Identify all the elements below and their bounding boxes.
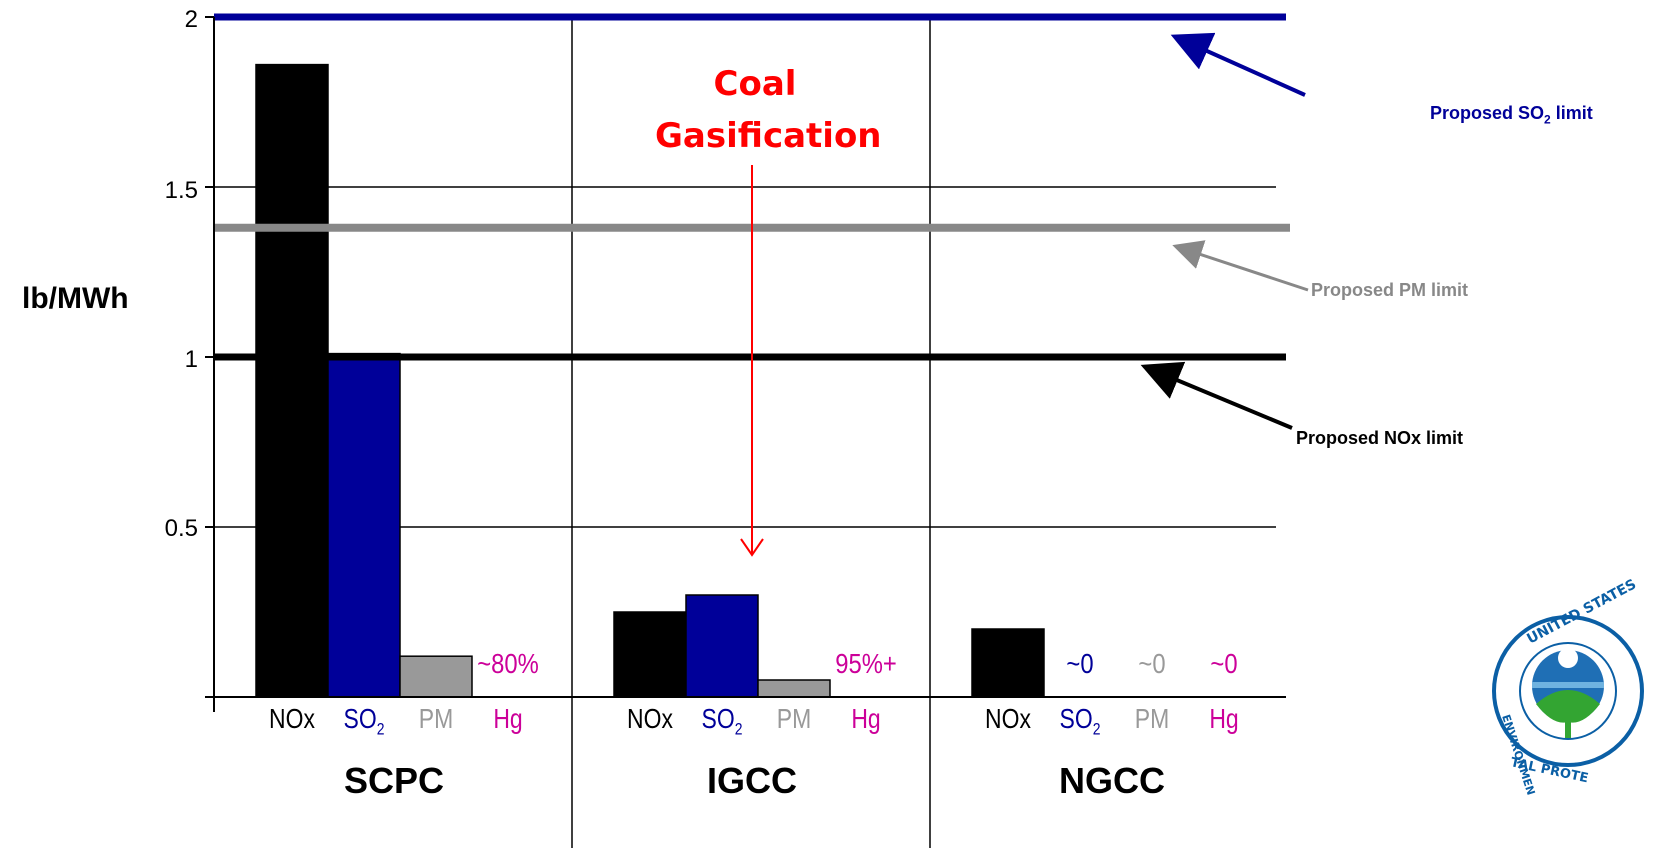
- bar-scpc-so2: [327, 352, 401, 698]
- category-label-scpc-pm: PM: [418, 703, 454, 734]
- group-label-scpc: SCPC: [343, 760, 445, 801]
- bar-igcc-nox: [613, 611, 687, 698]
- logo-sun: [1558, 648, 1578, 668]
- category-label-scpc-nox: NOx: [269, 703, 315, 734]
- bar-igcc-pm: [757, 679, 831, 698]
- nox-limit-arrow: [1140, 361, 1293, 430]
- bar-ngcc-nox: [971, 628, 1045, 698]
- y-axis-label: lb/MWh: [22, 282, 129, 315]
- y-tick-0.5: 0.5: [164, 515, 198, 542]
- bars: [255, 63, 1045, 698]
- y-tick-1: 1: [184, 346, 198, 373]
- coal-gasification-annotation: Coal Gasification: [655, 58, 882, 162]
- coal-label-line1: Coal: [713, 64, 797, 104]
- epa-logo: UNITED STATES TAL PROTE ENVIRONMEN: [1492, 576, 1644, 797]
- pm-limit-label: Proposed PM limit: [1311, 280, 1469, 300]
- axes: [205, 16, 1286, 712]
- y-tick-2: 2: [184, 6, 198, 33]
- category-label-ngcc-so2: SO2: [1059, 703, 1101, 739]
- category-label-ngcc-nox: NOx: [985, 703, 1031, 734]
- value-label-ngcc-so2: ~0: [1066, 648, 1094, 679]
- annotation-arrows: [740, 32, 1309, 557]
- group-label-igcc: IGCC: [707, 760, 797, 801]
- category-label-ngcc-hg: Hg: [1209, 703, 1239, 734]
- value-label-scpc-hg: ~80%: [477, 648, 539, 679]
- category-label-scpc-so2: SO2: [343, 703, 385, 739]
- category-label-igcc-nox: NOx: [627, 703, 673, 734]
- category-label-igcc-pm: PM: [776, 703, 812, 734]
- value-label-ngcc-pm: ~0: [1138, 648, 1166, 679]
- category-label-ngcc-pm: PM: [1134, 703, 1170, 734]
- category-label-igcc-hg: Hg: [851, 703, 881, 734]
- bar-scpc-pm: [399, 655, 473, 698]
- bar-igcc-so2: [685, 594, 759, 698]
- category-label-igcc-so2: SO2: [701, 703, 743, 739]
- so2-limit-label: Proposed SO2 limit: [1430, 103, 1593, 127]
- coal-gasification-arrowhead: [740, 538, 764, 557]
- value-label-igcc-hg: 95%+: [835, 648, 897, 679]
- group-label-ngcc: NGCC: [1059, 760, 1165, 801]
- nox-limit-label: Proposed NOx limit: [1296, 428, 1464, 448]
- category-label-scpc-hg: Hg: [493, 703, 523, 734]
- pm-limit-arrow: [1172, 240, 1309, 292]
- y-tick-1.5: 1.5: [164, 177, 198, 204]
- coal-label-line2: Gasification: [655, 116, 882, 156]
- so2-limit-arrow: [1170, 32, 1306, 97]
- value-label-ngcc-hg: ~0: [1210, 648, 1238, 679]
- logo-leaf: [1536, 690, 1600, 723]
- bar-scpc-nox: [255, 63, 329, 698]
